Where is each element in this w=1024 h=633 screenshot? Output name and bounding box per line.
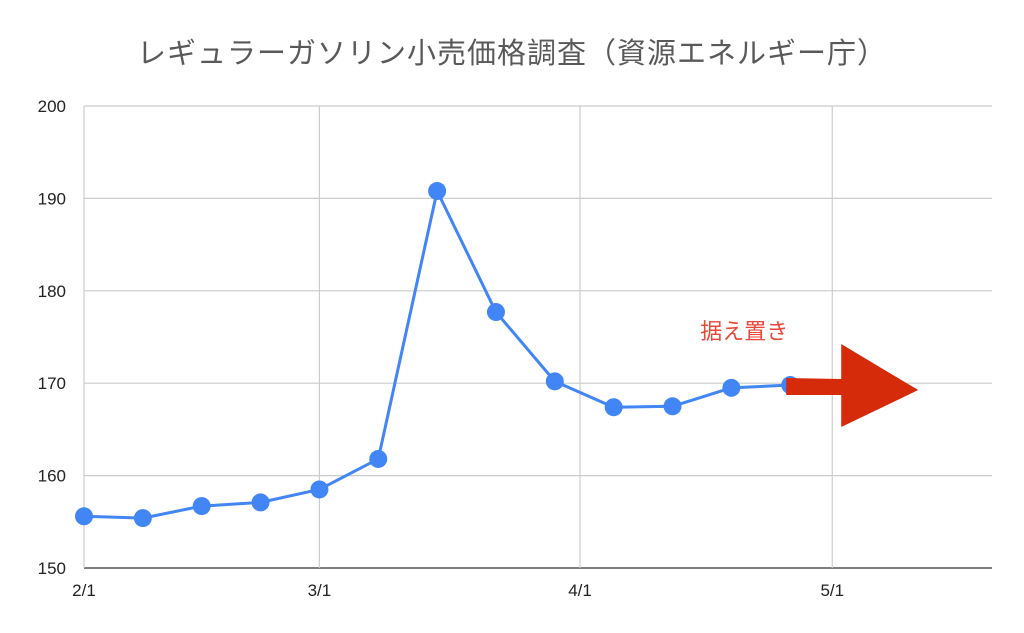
annotation-group: 据え置き: [700, 320, 919, 428]
annotation-label: 据え置き: [700, 320, 788, 345]
y-tick-label: 190: [38, 189, 66, 208]
data-point: [722, 378, 741, 397]
data-point: [486, 303, 505, 322]
y-tick-label: 200: [38, 97, 66, 116]
y-tick-label: 180: [38, 282, 66, 301]
x-axis-tick-labels: 2/1 3/1 4/1 5/1: [72, 581, 844, 600]
y-axis-tick-labels: 150 160 170 180 190 200: [38, 97, 66, 578]
series-line: [83, 189, 791, 520]
data-point: [133, 509, 152, 528]
series-line-group: [83, 189, 791, 520]
data-point: [192, 497, 211, 516]
series-points-group: [75, 182, 800, 528]
x-tick-label: 2/1: [72, 581, 96, 600]
x-tick-label: 4/1: [568, 581, 592, 600]
data-point: [545, 372, 564, 391]
data-point: [251, 493, 270, 512]
horizontal-gridlines: [84, 105, 992, 569]
chart-title: レギュラーガソリン小売価格調査（資源エネルギー庁）: [136, 36, 887, 70]
x-tick-label: 3/1: [308, 581, 332, 600]
right-arrow-icon: [786, 344, 919, 428]
data-point: [369, 449, 388, 468]
data-point: [428, 182, 447, 201]
data-point: [310, 480, 329, 499]
vertical-gridlines: [83, 106, 833, 568]
data-point: [75, 507, 93, 526]
x-tick-label: 5/1: [820, 581, 844, 600]
data-point: [604, 398, 623, 417]
y-tick-label: 160: [38, 467, 66, 486]
data-point: [663, 397, 682, 416]
y-tick-label: 170: [38, 374, 66, 393]
y-tick-label: 150: [38, 559, 66, 578]
